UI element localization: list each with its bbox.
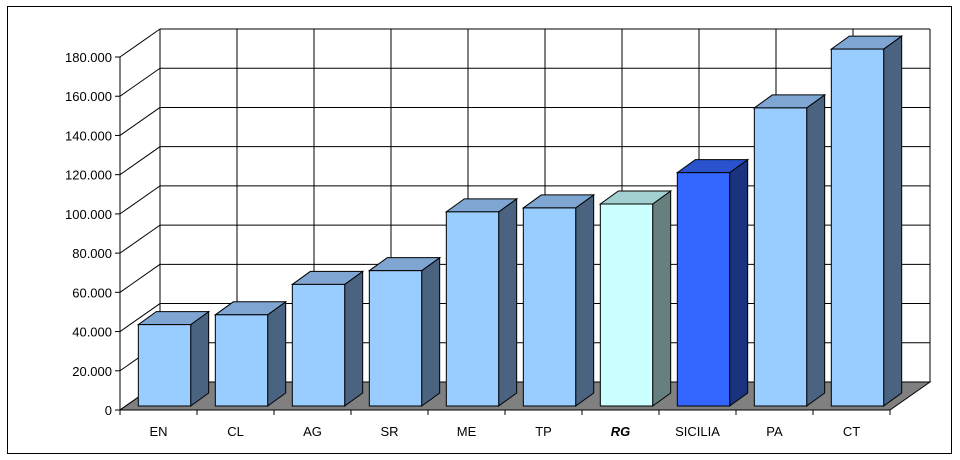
x-tick-label-me: ME xyxy=(457,424,477,439)
bar-side-face xyxy=(421,256,441,407)
x-tick-label-ag: AG xyxy=(303,424,322,439)
gridline-side xyxy=(119,28,161,58)
y-tick-label: 80.000 xyxy=(72,246,112,261)
bar-front-face xyxy=(291,283,346,407)
x-tick-label-rg: RG xyxy=(611,424,631,439)
bar-side-face xyxy=(729,158,749,407)
x-tick-label-cl: CL xyxy=(227,424,244,439)
y-tick-label: 40.000 xyxy=(72,325,112,340)
bar-tp xyxy=(521,193,596,407)
y-tick-label: 60.000 xyxy=(72,285,112,300)
bar-front-face xyxy=(368,270,423,407)
bar-front-face xyxy=(830,48,885,407)
axis-layer xyxy=(115,56,891,415)
bar-front-face xyxy=(214,314,269,407)
bar-ct xyxy=(829,35,904,407)
gridline-side xyxy=(119,185,161,215)
gridline-side xyxy=(119,107,161,136)
bar-side-face xyxy=(883,35,903,407)
gridline-side xyxy=(119,67,161,97)
bar-front-face xyxy=(522,207,577,407)
x-tick-label-ct: CT xyxy=(843,424,860,439)
bar-front-face xyxy=(137,324,192,407)
bar-side-face xyxy=(267,300,287,407)
gridline-side xyxy=(119,303,161,332)
bar-front-face xyxy=(445,211,500,407)
bar-side-face xyxy=(652,190,672,407)
y-tick-label: 20.000 xyxy=(72,364,112,379)
x-tick-label-sicilia: SICILIA xyxy=(675,424,720,439)
bar-rg xyxy=(598,190,673,407)
bar-side-face xyxy=(498,197,518,407)
gridline-side xyxy=(119,146,161,176)
y-tick-label: 140.000 xyxy=(65,128,112,143)
y-tick-label: 100.000 xyxy=(65,207,112,222)
x-tick-label-tp: TP xyxy=(535,424,552,439)
bar-sr xyxy=(367,256,442,407)
x-tick-label-en: EN xyxy=(149,424,167,439)
bar-side-face xyxy=(344,270,364,407)
bar-sicilia xyxy=(675,158,750,407)
bar-side-face xyxy=(806,93,826,407)
bar-side-face xyxy=(575,193,595,407)
x-tick-label-pa: PA xyxy=(766,424,783,439)
bar-en xyxy=(136,310,211,407)
bar-front-face xyxy=(599,203,654,407)
label-layer: 0 20.000 40.000 60.000 80.000 100.000 120.000 1… xyxy=(65,50,860,439)
bar-front-face xyxy=(753,107,808,407)
bar-cl xyxy=(213,300,288,407)
bar-side-face xyxy=(190,310,210,407)
gridline-side xyxy=(119,263,161,293)
bar-ag xyxy=(290,270,365,407)
y-tick-label: 160.000 xyxy=(65,89,112,104)
x-tick-label-sr: SR xyxy=(380,424,398,439)
y-tick-label: 0 xyxy=(105,403,112,418)
bar-front-face xyxy=(676,172,731,407)
bar-pa xyxy=(752,93,827,407)
y-tick-label: 120.000 xyxy=(65,168,112,183)
bar-layer xyxy=(136,35,904,407)
bar-me xyxy=(444,197,519,407)
gridline-side xyxy=(119,224,161,254)
y-tick-label: 180.000 xyxy=(65,50,112,65)
